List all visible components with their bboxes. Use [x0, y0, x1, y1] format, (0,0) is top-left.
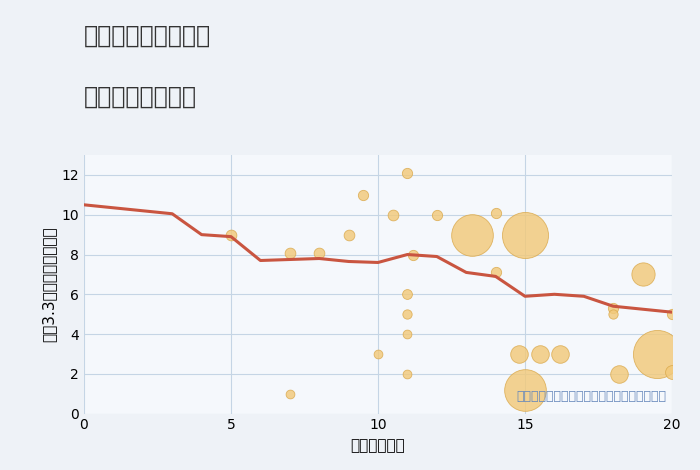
Point	[466, 231, 477, 238]
Point	[343, 231, 354, 238]
Point	[407, 251, 419, 258]
Y-axis label: 坪（3.3㎡）単価（万円）: 坪（3.3㎡）単価（万円）	[41, 227, 56, 342]
Point	[666, 368, 678, 376]
Point	[402, 310, 413, 318]
Point	[534, 350, 545, 358]
Point	[402, 169, 413, 177]
Point	[431, 211, 442, 219]
Text: 円の大きさは、取引のあった物件面積を示す: 円の大きさは、取引のあった物件面積を示す	[516, 390, 666, 403]
Point	[608, 305, 619, 312]
Point	[608, 310, 619, 318]
Point	[284, 390, 295, 398]
Point	[637, 271, 648, 278]
Point	[402, 330, 413, 338]
Point	[284, 249, 295, 256]
Point	[490, 269, 501, 276]
Point	[387, 211, 398, 219]
Point	[358, 191, 369, 199]
Point	[666, 310, 678, 318]
Point	[514, 350, 525, 358]
X-axis label: 駅距離（分）: 駅距離（分）	[351, 438, 405, 453]
Text: 駅距離別土地価格: 駅距離別土地価格	[84, 85, 197, 109]
Point	[402, 290, 413, 298]
Point	[372, 350, 384, 358]
Point	[554, 350, 566, 358]
Point	[402, 370, 413, 377]
Text: 千葉県八街市大関の: 千葉県八街市大関の	[84, 24, 211, 47]
Point	[519, 231, 531, 238]
Point	[519, 386, 531, 393]
Point	[613, 370, 624, 377]
Point	[314, 249, 325, 256]
Point	[225, 231, 237, 238]
Point	[490, 209, 501, 217]
Point	[652, 350, 663, 358]
